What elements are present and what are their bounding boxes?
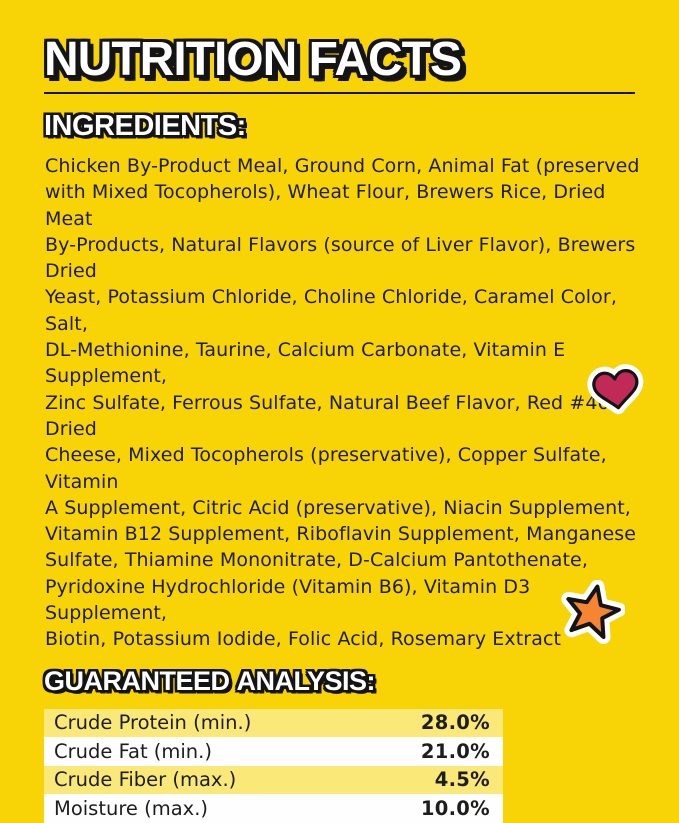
table-row: Crude Fat (min.) 21.0% xyxy=(44,737,503,766)
title-divider xyxy=(44,92,635,94)
page-title: NUTRITION FACTS xyxy=(44,33,462,86)
analysis-label: Crude Fiber (max.) xyxy=(54,768,237,792)
table-row: Crude Protein (min.) 28.0% xyxy=(44,708,503,738)
guaranteed-analysis-table: Crude Protein (min.) 28.0% Crude Fat (mi… xyxy=(44,708,503,823)
ingredients-heading: INGREDIENTS: xyxy=(44,110,246,142)
table-row: Moisture (max.) 10.0% xyxy=(44,794,503,823)
analysis-value: 10.0% xyxy=(420,796,490,820)
guaranteed-analysis-heading: GUARANTEED ANALYSIS: xyxy=(44,665,376,696)
ingredients-list: Chicken By-Product Meal, Ground Corn, An… xyxy=(45,155,640,651)
analysis-value: 4.5% xyxy=(434,768,490,792)
table-row: Crude Fiber (max.) 4.5% xyxy=(44,765,503,795)
analysis-label: Moisture (max.) xyxy=(54,796,209,820)
analysis-value: 28.0% xyxy=(420,711,490,735)
analysis-label: Crude Fat (min.) xyxy=(54,739,212,763)
heart-icon xyxy=(586,363,644,419)
analysis-label: Crude Protein (min.) xyxy=(54,711,252,735)
analysis-value: 21.0% xyxy=(420,739,490,763)
label-content: NUTRITION FACTS INGREDIENTS: Chicken By-… xyxy=(0,31,679,823)
star-icon xyxy=(559,579,626,645)
nutrition-label: { "page": { "background_color": "#F8D306… xyxy=(0,31,679,823)
